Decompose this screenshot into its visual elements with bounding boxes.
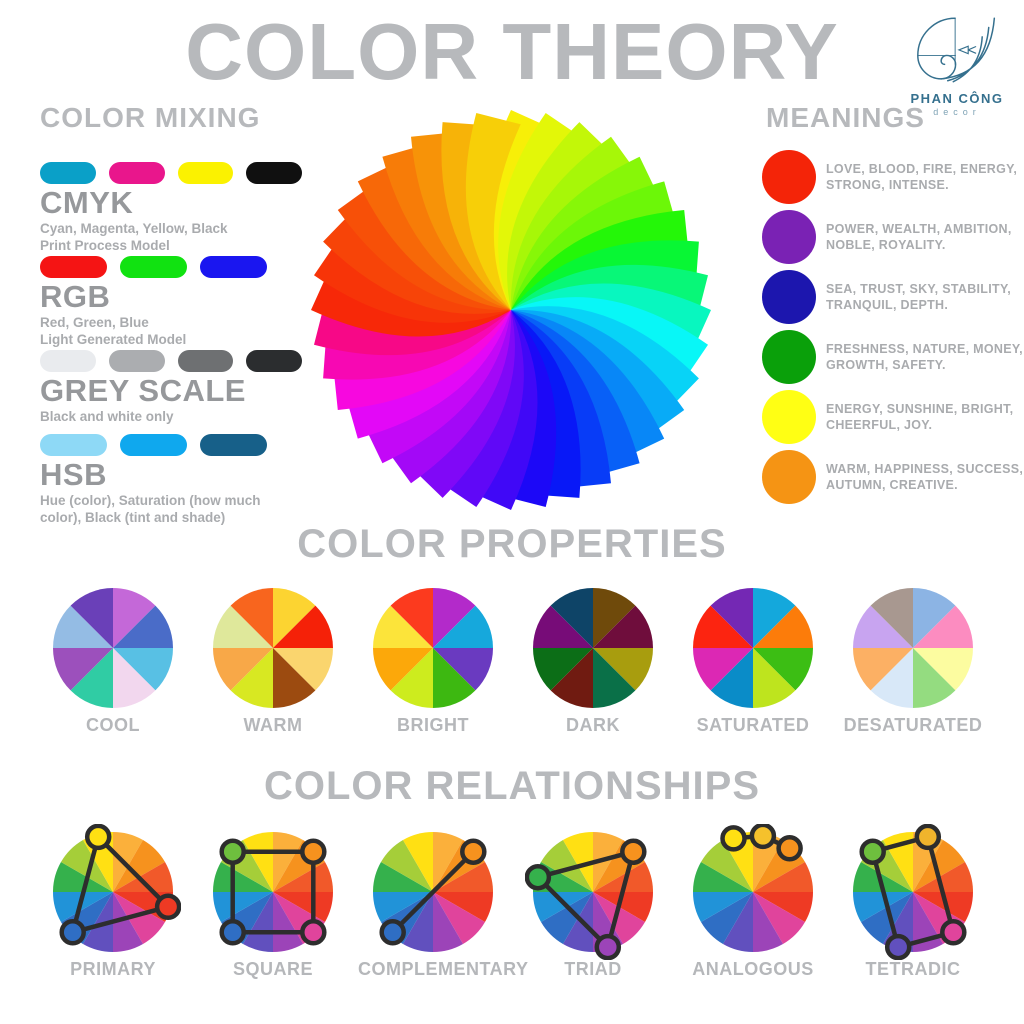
relationship-wheel-complementary [372,831,494,953]
model-description: Cyan, Magenta, Yellow, Black [40,220,228,236]
model-description: Hue (color), Saturation (how much [40,492,261,508]
property-wheel-desaturated [853,588,973,708]
property-label-bright: BRIGHT [397,715,469,735]
blue-color-dot [762,270,816,324]
property-wheel-cool [53,588,173,708]
red-color-dot [762,150,816,204]
color-swatch [108,162,165,184]
meaning-text: ENERGY, SUNSHINE, BRIGHT, CHEERFUL, JOY. [826,401,1014,432]
page-title: COLOR THEORY [185,7,839,96]
property-wheel-bright [373,588,493,708]
relationship-label-analogous: ANALOGOUS [692,959,814,979]
property-wheel-saturated [693,588,813,708]
relationship-wheel-triad [525,831,654,960]
meanings-heading: MEANINGS [766,102,925,133]
property-label-warm: WARM [243,715,303,735]
green-color-dot [762,330,816,384]
meaning-text: POWER, WEALTH, AMBITION, NOBLE, ROYALITY… [826,221,1012,252]
property-label-dark: DARK [566,715,620,735]
property-wheel-dark [533,588,653,708]
color-swatch [200,434,267,456]
relationship-wheel-analogous [692,824,814,953]
property-wheel-warm [213,588,333,708]
meaning-item-purple: POWER, WEALTH, AMBITION, NOBLE, ROYALITY… [762,210,1024,264]
property-label-cool: COOL [86,715,140,735]
meaning-text: WARM, HAPPINESS, SUCCESS, AUTUMN, CREATI… [826,461,1024,492]
model-name: HSB [40,457,107,492]
color-swatch [246,350,302,372]
model-name: CMYK [40,185,134,220]
color-swatch [120,434,187,456]
logo-subtitle: decor [933,106,981,117]
meaning-text: LOVE, BLOOD, FIRE, ENERGY, STRONG, INTEN… [826,161,1018,192]
color-swatch [40,256,107,278]
model-description: Light Generated Model [40,332,187,348]
relationship-wheel-square [212,831,334,953]
color-swatch [120,256,187,278]
meaning-item-yellow: ENERGY, SUNSHINE, BRIGHT, CHEERFUL, JOY. [762,390,1024,444]
swatch-row [40,256,302,278]
mixing-model-cmyk: CMYK Cyan, Magenta, Yellow, Black Print … [40,162,302,255]
model-name: RGB [40,279,111,314]
yellow-color-dot [762,390,816,444]
meaning-text: FRESHNESS, NATURE, MONEY, GROWTH, SAFETY… [826,341,1023,372]
relationship-label-triad: TRIAD [564,959,622,979]
swatch-row [40,350,302,372]
model-description: color), Black (tint and shade) [40,510,226,526]
property-label-saturated: SATURATED [696,715,810,735]
model-description: Print Process Model [40,238,170,254]
meaning-text: SEA, TRUST, SKY, STABILITY, TRANQUIL, DE… [826,281,1011,312]
color-relationships-heading: COLOR RELATIONSHIPS [263,764,761,808]
color-mixing-heading: COLOR MIXING [40,102,261,133]
model-description: Red, Green, Blue [40,314,149,330]
color-swatch [40,350,96,372]
model-name: GREY SCALE [40,373,246,408]
relationship-wheel-primary [52,824,181,953]
color-wheel-spiral [311,110,711,510]
relationship-label-primary: PRIMARY [70,959,156,979]
purple-color-dot [762,210,816,264]
color-swatch [177,350,234,372]
color-properties-heading: COLOR PROPERTIES [297,522,727,566]
orange-color-dot [762,450,816,504]
color-swatch [246,162,302,184]
relationship-label-complementary: COMPLEMENTARY [358,959,529,979]
meaning-item-red: LOVE, BLOOD, FIRE, ENERGY, STRONG, INTEN… [762,150,1024,204]
relationship-wheel-tetradic [852,824,974,960]
property-label-desaturated: DESATURATED [843,715,983,735]
mixing-model-rgb: RGB Red, Green, Blue Light Generated Mod… [40,256,302,349]
logo: PHAN CÔNG decor [898,12,1016,118]
relationship-label-tetradic: TETRADIC [865,959,961,979]
mixing-model-hsb: HSB Hue (color), Saturation (how much co… [40,434,302,527]
swatch-row [40,434,302,456]
phan-cong-logo-icon [917,17,996,83]
meaning-item-green: FRESHNESS, NATURE, MONEY, GROWTH, SAFETY… [762,330,1024,384]
relationship-label-square: SQUARE [232,959,313,979]
meaning-item-blue: SEA, TRUST, SKY, STABILITY, TRANQUIL, DE… [762,270,1024,324]
model-description: Black and white only [40,408,174,424]
swatch-row [40,162,302,184]
mixing-model-greyscale: GREY SCALE Black and white only [40,350,302,425]
color-swatch [200,256,267,278]
meaning-item-orange: WARM, HAPPINESS, SUCCESS, AUTUMN, CREATI… [762,450,1024,504]
logo-name: PHAN CÔNG [910,91,1004,106]
color-swatch [108,350,165,372]
color-swatch [40,162,96,184]
color-swatch [177,162,234,184]
color-swatch [40,434,107,456]
